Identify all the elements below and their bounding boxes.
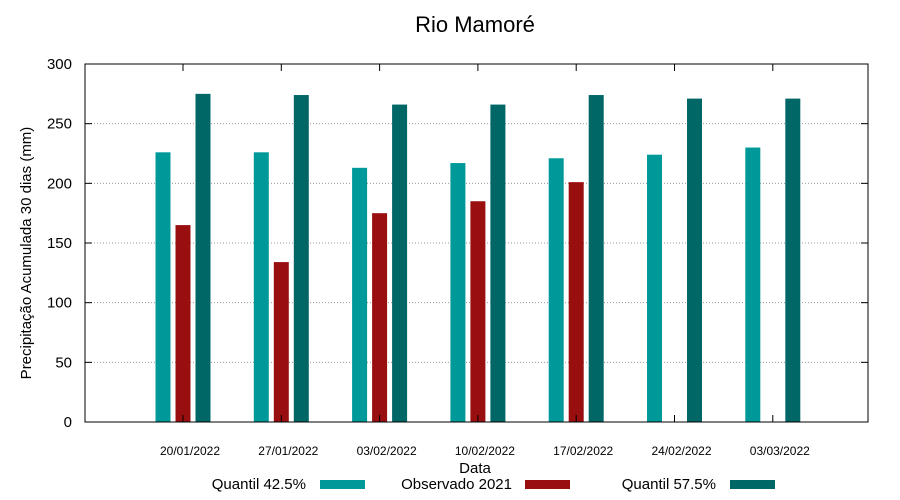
bar	[568, 182, 584, 422]
legend: Quantil 42.5% Observado 2021 Quantil 57.5%	[212, 476, 775, 493]
legend-swatch	[730, 480, 775, 489]
y-tick-label: 100	[47, 295, 72, 312]
y-tick-label: 50	[55, 354, 72, 371]
x-tick-label: 03/03/2022	[750, 444, 810, 458]
x-tick-label: 20/01/2022	[160, 444, 220, 458]
x-tick-label: 03/02/2022	[357, 444, 417, 458]
legend-swatch	[525, 480, 570, 489]
bar	[785, 98, 801, 423]
bar	[392, 104, 408, 422]
legend-swatch	[320, 480, 365, 489]
bar	[745, 147, 761, 423]
y-axis: 0 50 100 150 200 250 300	[47, 56, 868, 431]
y-axis-label: Precipitação Acumulada 30 dias (mm)	[18, 127, 35, 380]
bar	[450, 163, 466, 422]
legend-label: Observado 2021	[401, 476, 512, 493]
bars	[155, 93, 801, 423]
legend-label: Quantil 42.5%	[212, 476, 306, 493]
bar	[490, 104, 506, 422]
bar	[647, 154, 662, 422]
legend-label: Quantil 57.5%	[622, 476, 716, 493]
x-axis-label: Data	[459, 460, 491, 477]
bar	[253, 152, 269, 422]
bar	[273, 262, 289, 422]
x-tick-label: 10/02/2022	[455, 444, 515, 458]
bar	[195, 93, 211, 422]
chart-title: Rio Mamoré	[415, 12, 535, 37]
y-tick-label: 300	[47, 56, 72, 73]
bar	[352, 167, 368, 422]
x-tick-label: 27/01/2022	[258, 444, 318, 458]
y-tick-label: 0	[64, 414, 72, 431]
y-tick-label: 150	[47, 235, 72, 252]
bar	[687, 98, 702, 423]
bar	[588, 95, 604, 422]
y-tick-label: 200	[47, 175, 72, 192]
y-tick-label: 250	[47, 116, 72, 133]
bar	[155, 152, 171, 422]
bar	[372, 213, 388, 422]
x-tick-label: 24/02/2022	[651, 444, 711, 458]
bar	[293, 95, 309, 422]
x-tick-label: 17/02/2022	[553, 444, 613, 458]
bar	[470, 201, 486, 422]
bar	[548, 158, 564, 423]
bar	[175, 225, 191, 422]
x-axis: 20/01/2022 27/01/2022 03/02/2022 10/02/2022…	[160, 64, 810, 458]
